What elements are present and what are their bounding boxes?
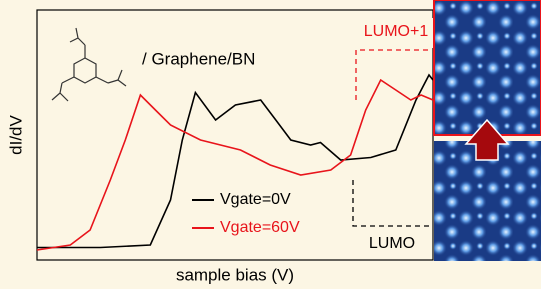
stm-image-lumo1 — [434, 0, 541, 135]
figure: / Graphene/BN LUMO+1 LUMO sample bias (V… — [0, 0, 541, 289]
legend-label: Vgate=0V — [220, 191, 291, 208]
legend-label: Vgate=60V — [220, 219, 300, 236]
x-axis-label: sample bias (V) — [176, 265, 294, 284]
annotation: LUMO — [369, 235, 415, 252]
annotation: / Graphene/BN — [142, 49, 255, 68]
y-axis-label: dI/dV — [6, 114, 25, 154]
annotation: LUMO+1 — [364, 23, 429, 40]
